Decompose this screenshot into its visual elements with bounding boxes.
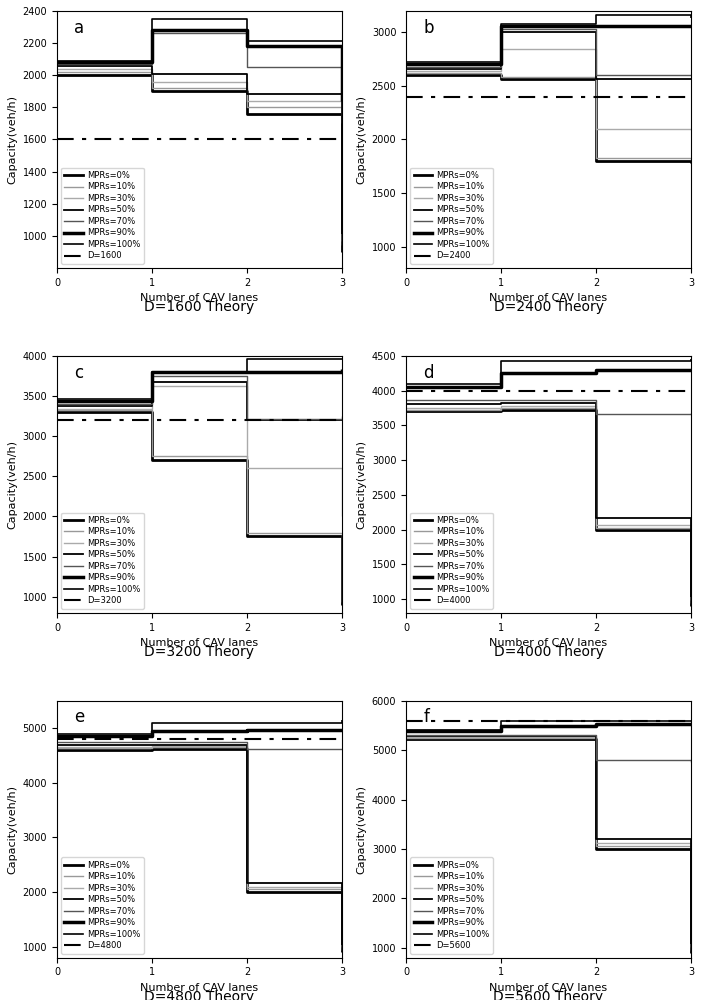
Text: D=2400 Theory: D=2400 Theory xyxy=(494,300,604,314)
Y-axis label: Capacity(veh/h): Capacity(veh/h) xyxy=(356,785,366,874)
Text: f: f xyxy=(423,708,429,726)
Legend: MPRs=0%, MPRs=10%, MPRs=30%, MPRs=50%, MPRs=70%, MPRs=90%, MPRs=100%, D=2400: MPRs=0%, MPRs=10%, MPRs=30%, MPRs=50%, M… xyxy=(410,168,493,264)
Text: e: e xyxy=(74,708,84,726)
X-axis label: Number of CAV lanes: Number of CAV lanes xyxy=(140,638,259,648)
Text: D=1600 Theory: D=1600 Theory xyxy=(144,300,254,314)
Legend: MPRs=0%, MPRs=10%, MPRs=30%, MPRs=50%, MPRs=70%, MPRs=90%, MPRs=100%, D=4000: MPRs=0%, MPRs=10%, MPRs=30%, MPRs=50%, M… xyxy=(410,513,493,609)
X-axis label: Number of CAV lanes: Number of CAV lanes xyxy=(489,638,608,648)
X-axis label: Number of CAV lanes: Number of CAV lanes xyxy=(140,293,259,303)
Legend: MPRs=0%, MPRs=10%, MPRs=30%, MPRs=50%, MPRs=70%, MPRs=90%, MPRs=100%, D=4800: MPRs=0%, MPRs=10%, MPRs=30%, MPRs=50%, M… xyxy=(61,857,144,954)
Text: D=3200 Theory: D=3200 Theory xyxy=(144,645,254,659)
Legend: MPRs=0%, MPRs=10%, MPRs=30%, MPRs=50%, MPRs=70%, MPRs=90%, MPRs=100%, D=3200: MPRs=0%, MPRs=10%, MPRs=30%, MPRs=50%, M… xyxy=(61,513,144,609)
X-axis label: Number of CAV lanes: Number of CAV lanes xyxy=(489,983,608,993)
Text: D=4800 Theory: D=4800 Theory xyxy=(144,990,254,1000)
Y-axis label: Capacity(veh/h): Capacity(veh/h) xyxy=(356,95,366,184)
Y-axis label: Capacity(veh/h): Capacity(veh/h) xyxy=(7,95,17,184)
Text: D=5600 Theory: D=5600 Theory xyxy=(494,990,604,1000)
Text: c: c xyxy=(74,364,83,382)
X-axis label: Number of CAV lanes: Number of CAV lanes xyxy=(140,983,259,993)
Y-axis label: Capacity(veh/h): Capacity(veh/h) xyxy=(356,440,366,529)
Legend: MPRs=0%, MPRs=10%, MPRs=30%, MPRs=50%, MPRs=70%, MPRs=90%, MPRs=100%, D=1600: MPRs=0%, MPRs=10%, MPRs=30%, MPRs=50%, M… xyxy=(61,168,144,264)
Text: d: d xyxy=(423,364,434,382)
Text: a: a xyxy=(74,19,84,37)
Text: D=4000 Theory: D=4000 Theory xyxy=(494,645,604,659)
Y-axis label: Capacity(veh/h): Capacity(veh/h) xyxy=(7,785,17,874)
Y-axis label: Capacity(veh/h): Capacity(veh/h) xyxy=(7,440,17,529)
X-axis label: Number of CAV lanes: Number of CAV lanes xyxy=(489,293,608,303)
Text: b: b xyxy=(423,19,434,37)
Legend: MPRs=0%, MPRs=10%, MPRs=30%, MPRs=50%, MPRs=70%, MPRs=90%, MPRs=100%, D=5600: MPRs=0%, MPRs=10%, MPRs=30%, MPRs=50%, M… xyxy=(410,857,493,954)
